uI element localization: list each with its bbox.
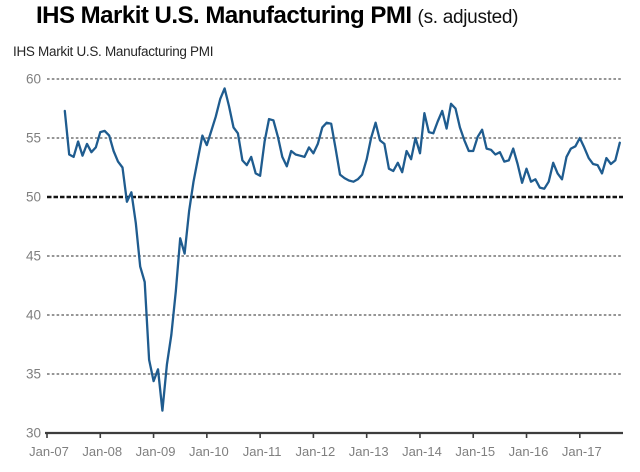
- x-tick-label: Jan-11: [243, 444, 282, 459]
- chart-title-text: IHS Markit U.S. Manufacturing PMI: [36, 2, 412, 29]
- y-tick-label: 35: [26, 367, 41, 382]
- y-tick-label: 45: [26, 249, 41, 264]
- x-tick-label: Jan-17: [562, 444, 602, 459]
- x-axis: Jan-07 Jan-08 Jan-09 Jan-10 Jan-11 Jan-12 Jan-…: [29, 431, 623, 459]
- x-tick-label: Jan-15: [455, 444, 495, 459]
- pmi-series-line: [63, 87, 621, 412]
- x-tick-label: Jan-16: [509, 444, 549, 459]
- x-tick-label: Jan-14: [402, 444, 442, 459]
- page-title: IHS Markit U.S. Manufacturing PMI (s. adj…: [36, 2, 519, 30]
- x-tick-label: Jan-07: [29, 444, 69, 459]
- chart-title-suffix: (s. adjusted): [417, 7, 519, 28]
- y-tick-label: 40: [26, 308, 41, 323]
- x-tick-label: Jan-10: [189, 444, 229, 459]
- x-tick-label: Jan-13: [349, 444, 389, 459]
- x-tick-label: Jan-09: [136, 444, 176, 459]
- series-label: IHS Markit U.S. Manufacturing PMI: [13, 44, 214, 59]
- y-axis-labels: 30 35 40 45 50 55 60: [26, 72, 41, 441]
- y-tick-label: 50: [26, 190, 41, 205]
- x-tick-label: Jan-12: [296, 444, 336, 459]
- x-tick-label: Jan-08: [82, 444, 122, 459]
- y-tick-label: 55: [26, 131, 41, 146]
- gridlines: [47, 78, 623, 375]
- y-tick-label: 30: [26, 426, 41, 441]
- y-tick-label: 60: [26, 72, 41, 87]
- pmi-line: [63, 87, 621, 412]
